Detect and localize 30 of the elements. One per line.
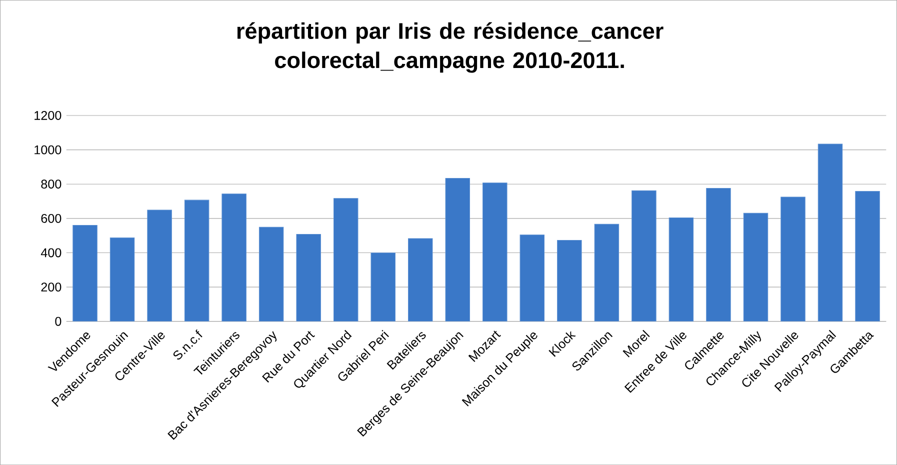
bar [780, 196, 806, 322]
bar [706, 188, 731, 322]
bar [744, 213, 768, 322]
chart-title: répartition par Iris de résidence_cancer colorectal_campagne 2010-2011. [237, 22, 664, 73]
y-tick-label: 400 [40, 248, 62, 258]
y-tick-label: 800 [41, 180, 62, 188]
bar [110, 238, 134, 322]
bar [482, 182, 508, 322]
bar [184, 200, 209, 322]
bar [72, 225, 98, 322]
bar [557, 240, 582, 322]
y-tick-label: 200 [41, 282, 62, 292]
bar [818, 144, 842, 322]
bar [222, 194, 246, 322]
y-tick-label: 1000 [34, 145, 62, 154]
bar [296, 234, 321, 322]
bar [334, 198, 358, 322]
bar [371, 252, 396, 322]
bar [408, 238, 432, 322]
bar [259, 227, 284, 322]
bar [632, 190, 656, 322]
bar [446, 178, 470, 322]
bar [147, 210, 172, 322]
y-tick-label: 0 [55, 316, 62, 326]
y-tick-label: 1200 [34, 110, 62, 120]
y-tick-label: 600 [41, 214, 62, 223]
bar [594, 224, 619, 322]
bar [520, 234, 544, 322]
bar [855, 190, 880, 322]
bar [669, 218, 694, 322]
